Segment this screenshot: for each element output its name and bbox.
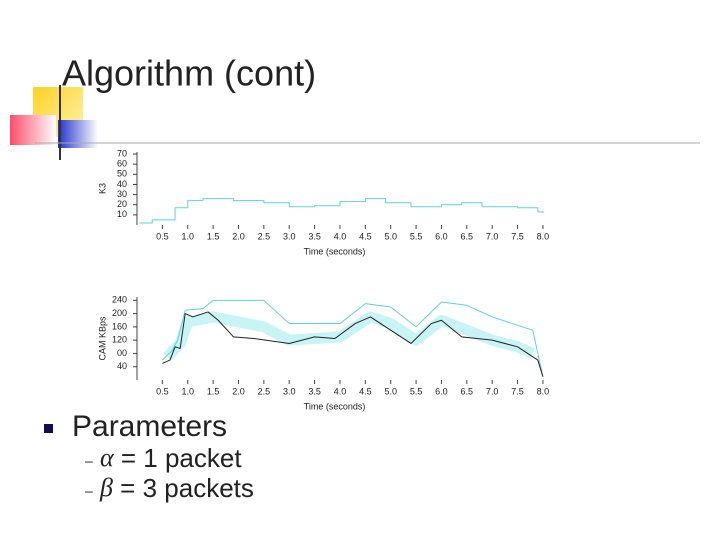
- x-tick-label: 3.5: [308, 386, 321, 396]
- x-axis-label: Time (seconds): [304, 401, 366, 411]
- x-tick-label: 8.0: [537, 386, 550, 396]
- y-tick-label: 20: [117, 199, 127, 209]
- decor-red: [10, 115, 56, 145]
- x-tick-label: 4.5: [359, 386, 372, 396]
- x-tick-label: 3.5: [308, 231, 321, 241]
- x-tick-label: 2.5: [258, 231, 271, 241]
- x-tick-label: 5.5: [410, 386, 423, 396]
- y-tick-label: 200: [112, 308, 127, 318]
- x-tick-label: 0.5: [156, 386, 169, 396]
- x-tick-label: 4.0: [334, 386, 347, 396]
- sub-bullet: α = 1 packet: [100, 443, 242, 473]
- x-tick-label: 7.0: [486, 386, 499, 396]
- x-tick-label: 2.0: [232, 386, 245, 396]
- x-tick-label: 5.0: [384, 231, 397, 241]
- x-tick-label: 4.0: [334, 231, 347, 241]
- x-tick-label: 5.0: [384, 386, 397, 396]
- y-tick-label: 00: [117, 348, 127, 358]
- y-tick-label: 50: [117, 169, 127, 179]
- decor-blue: [58, 120, 98, 148]
- y-axis-label: CAM KBps: [97, 316, 107, 361]
- x-tick-label: 7.5: [511, 386, 524, 396]
- y-tick-label: 120: [112, 335, 127, 345]
- sub-text: = 3 packets: [113, 473, 254, 503]
- x-tick-label: 5.5: [410, 231, 423, 241]
- x-tick-label: 2.5: [258, 386, 271, 396]
- x-tick-label: 6.5: [461, 231, 474, 241]
- bullet-text: Parameters: [72, 410, 227, 443]
- symbol: β: [99, 473, 113, 502]
- x-tick-label: 1.0: [181, 231, 194, 241]
- x-tick-label: 6.5: [461, 386, 474, 396]
- y-tick-label: 160: [112, 321, 127, 331]
- x-tick-label: 8.0: [537, 231, 550, 241]
- y-tick-label: 240: [112, 295, 127, 305]
- y-tick-label: 30: [117, 189, 127, 199]
- data-line: [139, 198, 544, 224]
- y-tick-label: 40: [117, 361, 127, 371]
- dash: –: [85, 453, 93, 469]
- x-tick-label: 7.5: [511, 231, 524, 241]
- data-line: [163, 311, 535, 361]
- x-tick-label: 0.5: [156, 231, 169, 241]
- y-tick-label: 70: [117, 148, 127, 158]
- slide-title: Algorithm (cont): [62, 53, 316, 94]
- x-axis-label: Time (seconds): [304, 246, 366, 256]
- sub-bullet: β = 3 packets: [99, 473, 254, 503]
- bullet-marker: [44, 424, 53, 433]
- x-tick-label: 1.5: [207, 231, 220, 241]
- x-tick-label: 7.0: [486, 231, 499, 241]
- y-tick-label: 60: [117, 159, 127, 169]
- x-tick-label: 4.5: [359, 231, 372, 241]
- y-axis-label: K3: [97, 183, 107, 194]
- symbol: α: [100, 443, 115, 472]
- y-tick-label: 40: [117, 179, 127, 189]
- data-line: [162, 311, 544, 377]
- sub-text: = 1 packet: [114, 443, 243, 473]
- x-tick-label: 6.0: [435, 386, 448, 396]
- y-tick-label: 10: [117, 209, 127, 219]
- data-line: [162, 299, 544, 377]
- dash: –: [85, 483, 93, 499]
- x-tick-label: 1.0: [181, 386, 194, 396]
- x-tick-label: 3.0: [283, 231, 296, 241]
- x-tick-label: 1.5: [207, 386, 220, 396]
- x-tick-label: 3.0: [283, 386, 296, 396]
- x-tick-label: 2.0: [232, 231, 245, 241]
- x-tick-label: 6.0: [435, 231, 448, 241]
